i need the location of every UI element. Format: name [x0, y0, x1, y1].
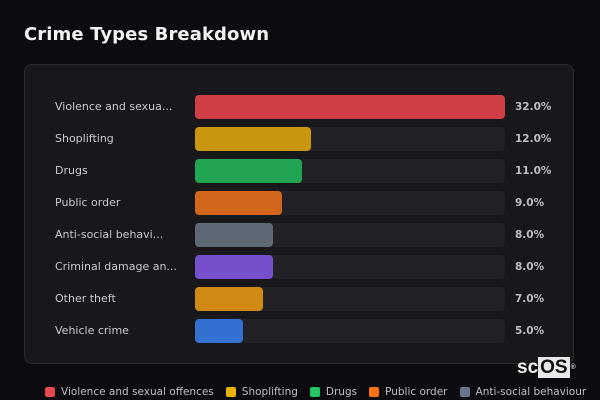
logo-highlight: OS	[538, 357, 570, 378]
legend-label: Violence and sexual offences	[61, 386, 214, 398]
chart-card: Violence and sexua... 32.0% Shoplifting 12.…	[24, 64, 574, 364]
legend-item[interactable]: Drugs	[309, 386, 358, 398]
legend-label: Anti-social behaviour	[475, 386, 587, 398]
bar-fill[interactable]	[195, 127, 312, 151]
bar-track	[195, 223, 505, 247]
bar-row: Anti-social behavi... 8.0%	[25, 223, 573, 247]
page-title: Crime Types Breakdown	[24, 24, 270, 45]
bar-row: Other theft 7.0%	[25, 287, 573, 311]
legend-swatch-icon	[225, 387, 236, 397]
legend-label: Shoplifting	[241, 386, 298, 398]
legend-item[interactable]: Shoplifting	[225, 386, 298, 398]
bar-value: 8.0%	[515, 261, 545, 273]
bar-label: Other theft	[55, 292, 116, 305]
bar-label: Violence and sexua...	[55, 100, 173, 113]
scos-logo: sc OS ®	[517, 357, 576, 378]
legend-item[interactable]: Anti-social behaviour	[459, 386, 587, 398]
bar-value: 12.0%	[515, 133, 552, 145]
bar-track	[195, 191, 505, 215]
bar-fill[interactable]	[195, 191, 283, 215]
legend-swatch-icon	[45, 387, 55, 397]
logo-prefix: sc	[517, 357, 539, 378]
bar-track	[195, 319, 505, 343]
legend-swatch-icon	[369, 387, 380, 397]
bar-row: Vehicle crime 5.0%	[25, 319, 573, 343]
bar-fill[interactable]	[195, 255, 273, 279]
bar-value: 11.0%	[515, 165, 552, 177]
legend-item[interactable]: Violence and sexual offences	[45, 386, 214, 398]
legend-item[interactable]: Public order	[369, 386, 448, 398]
bar-fill[interactable]	[195, 223, 273, 247]
bar-value: 32.0%	[515, 101, 552, 113]
bar-row: Violence and sexua... 32.0%	[25, 95, 573, 119]
registered-mark: ®	[570, 364, 576, 371]
bar-label: Shoplifting	[55, 132, 114, 145]
bar-track	[195, 127, 505, 151]
bar-value: 8.0%	[515, 229, 545, 241]
bar-row: Drugs 11.0%	[25, 159, 573, 183]
bar-label: Public order	[55, 196, 121, 209]
bar-label: Anti-social behavi...	[55, 228, 164, 241]
bar-label: Criminal damage an...	[55, 260, 177, 273]
bar-value: 5.0%	[515, 325, 545, 337]
bar-fill[interactable]	[195, 319, 244, 343]
legend-label: Drugs	[325, 386, 358, 398]
bar-value: 7.0%	[515, 293, 545, 305]
bar-fill[interactable]	[195, 159, 302, 183]
legend-label: Public order	[385, 386, 448, 398]
legend-swatch-icon	[309, 387, 320, 397]
bar-fill[interactable]	[195, 95, 505, 119]
bar-track	[195, 159, 505, 183]
bar-track	[195, 287, 505, 311]
bar-fill[interactable]	[195, 287, 263, 311]
bar-track	[195, 95, 505, 119]
bar-row: Criminal damage an... 8.0%	[25, 255, 573, 279]
bar-label: Vehicle crime	[55, 324, 129, 337]
bar-track	[195, 255, 505, 279]
legend-swatch-icon	[459, 387, 470, 397]
bar-row: Public order 9.0%	[25, 191, 573, 215]
bar-value: 9.0%	[515, 197, 545, 209]
bar-row: Shoplifting 12.0%	[25, 127, 573, 151]
bar-label: Drugs	[55, 164, 88, 177]
